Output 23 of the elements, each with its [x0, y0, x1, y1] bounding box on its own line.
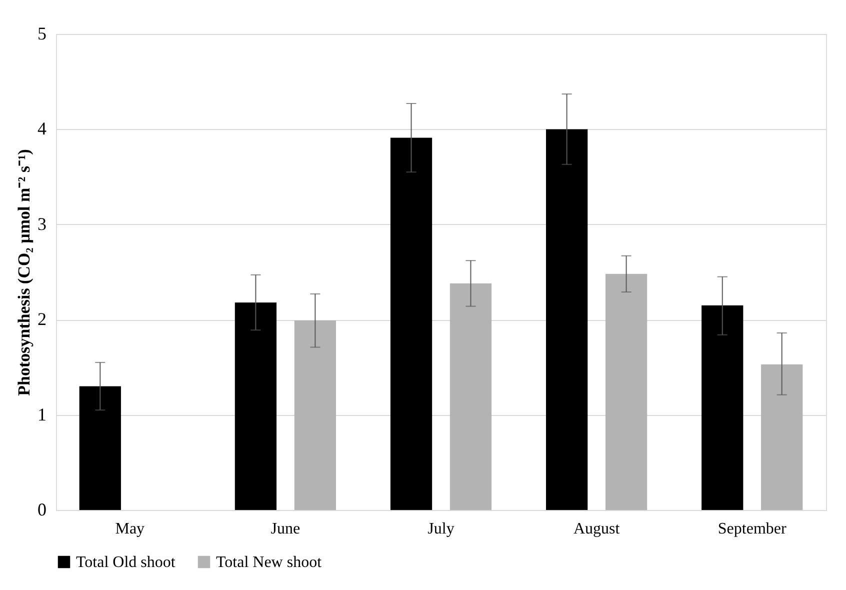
- y-tick-label: 4: [38, 118, 46, 139]
- x-tick-label: May: [115, 520, 145, 538]
- bar: [294, 320, 336, 510]
- x-tick-label: September: [718, 520, 787, 538]
- bar: [390, 138, 432, 510]
- bar: [761, 364, 803, 510]
- y-tick-label: 5: [38, 24, 46, 44]
- bar: [450, 283, 492, 510]
- legend-label: Total New shoot: [216, 554, 322, 571]
- x-tick-label: June: [270, 520, 300, 538]
- bar: [702, 305, 744, 510]
- y-tick-label: 1: [38, 404, 46, 424]
- x-tick-label: August: [573, 520, 620, 538]
- bar: [79, 386, 121, 510]
- y-tick-label: 2: [38, 309, 46, 330]
- bar: [546, 129, 588, 510]
- legend-label: Total Old shoot: [76, 554, 176, 571]
- y-tick-label: 3: [38, 214, 46, 234]
- y-axis-title: Photosynthesis (CO₂ µmol m⁻² s⁻¹): [14, 149, 34, 396]
- bar: [234, 302, 277, 510]
- x-tick-label: July: [428, 520, 454, 538]
- y-tick-label: 0: [38, 500, 46, 520]
- bar: [605, 274, 648, 510]
